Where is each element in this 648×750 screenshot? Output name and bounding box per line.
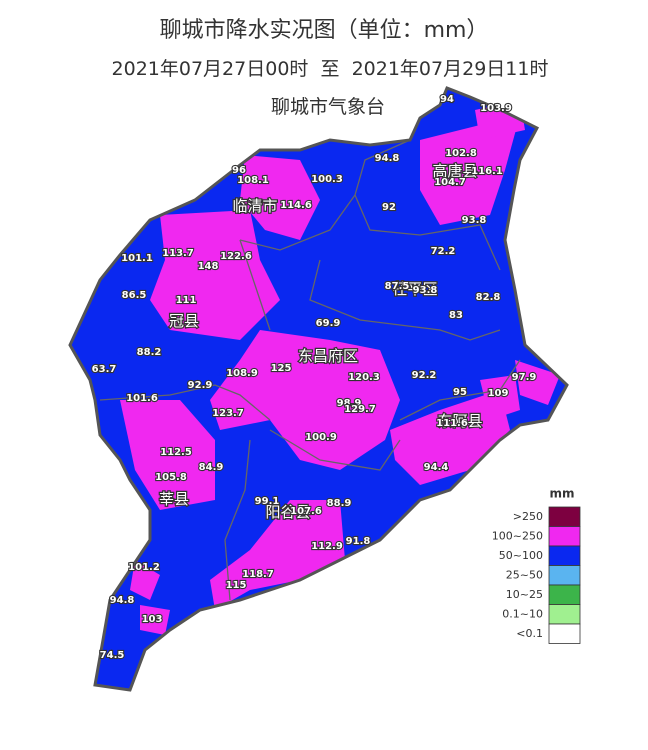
station-value: 101.6 (126, 393, 158, 404)
station-value: 83 (449, 310, 463, 321)
station-value: 63.7 (92, 364, 117, 375)
station-value: 91.8 (346, 536, 371, 547)
station-value: 92.2 (412, 370, 437, 381)
legend-label: 25~50 (506, 569, 543, 582)
legend-swatch (548, 565, 581, 586)
station-value: 105.8 (155, 472, 187, 483)
station-value: 129.7 (344, 404, 376, 415)
legend-swatch (548, 584, 581, 605)
station-value: 107.6 (290, 506, 322, 517)
legend-swatch (548, 623, 581, 644)
region-name: 临清市 (232, 197, 277, 215)
station-value: 97.9 (512, 372, 537, 383)
station-value: 87.5 (385, 281, 410, 292)
region-name: 东昌府区 (298, 347, 358, 365)
station-value: 120.3 (348, 372, 380, 383)
station-value: 94.8 (110, 595, 135, 606)
station-value: 109 (488, 388, 509, 399)
station-value: 125 (271, 363, 292, 374)
legend-swatch (548, 506, 581, 527)
station-value: 94.8 (375, 153, 400, 164)
station-value: 100.9 (305, 432, 337, 443)
station-value: 74.5 (100, 650, 125, 661)
legend-swatch (548, 545, 581, 566)
station-value: 118.7 (242, 569, 274, 580)
station-value: 88.2 (137, 347, 162, 358)
subtitle: 2021年07月27日00时 至 2021年07月29日11时 (112, 58, 549, 80)
station-value: 94.4 (424, 462, 449, 473)
station-value: 108.9 (226, 368, 258, 379)
station-value: 108.1 (237, 175, 269, 186)
legend-label: 10~25 (506, 588, 543, 601)
legend-label: >250 (513, 510, 543, 523)
station-value: 98.9 (337, 398, 362, 409)
region-name: 茌平区 (392, 280, 437, 298)
region-name: 高唐县 (432, 162, 477, 180)
region-name: 东阿县 (437, 412, 482, 430)
legend-swatch (548, 526, 581, 547)
legend-label: 50~100 (499, 549, 543, 562)
legend-label: <0.1 (516, 627, 543, 640)
station-value: 69.9 (316, 318, 341, 329)
station-value: 100.3 (311, 174, 343, 185)
station-value: 99.1 (255, 496, 280, 507)
legend-swatch (548, 604, 581, 625)
station-value: 96 (232, 165, 246, 176)
region-name: 莘县 (159, 490, 189, 508)
station-value: 101.2 (128, 562, 160, 573)
station-value: 103 (142, 614, 163, 625)
legend-title: mm (549, 487, 574, 501)
station-value: 94 (440, 94, 454, 105)
legend: mm >250 100~250 50~100 25~50 10~25 0.1~10 <0.1 (492, 487, 581, 644)
station-value: 115 (226, 580, 247, 591)
source: 聊城市气象台 (271, 96, 385, 118)
station-value: 112.9 (311, 541, 343, 552)
station-value: 92.9 (188, 380, 213, 391)
region-name: 阳谷县 (265, 503, 310, 521)
station-value: 111.6 (436, 418, 468, 429)
station-value: 93.8 (413, 285, 438, 296)
station-value: 72.2 (431, 246, 456, 257)
station-value: 86.5 (122, 290, 147, 301)
region-name: 冠县 (169, 312, 199, 330)
station-value: 103.9 (480, 103, 512, 114)
legend-label: 0.1~10 (502, 608, 543, 621)
station-value: 111 (176, 295, 197, 306)
legend-label: 100~250 (492, 530, 543, 543)
station-value: 116.1 (471, 166, 503, 177)
station-value: 101.1 (121, 253, 153, 264)
title: 聊城市降水实况图（单位：mm） (160, 18, 489, 43)
station-value: 88.9 (327, 498, 352, 509)
station-value: 82.8 (476, 292, 501, 303)
station-value: 92 (382, 202, 396, 213)
station-value: 114.6 (280, 200, 312, 211)
station-value: 84.9 (199, 462, 224, 473)
station-value: 148 (198, 261, 219, 272)
station-value: 123.7 (212, 408, 244, 419)
station-value: 104.7 (434, 177, 466, 188)
station-value: 113.7 (162, 248, 194, 259)
station-value: 93.8 (462, 215, 487, 226)
station-value: 122.6 (220, 251, 252, 262)
station-value: 112.5 (160, 447, 192, 458)
station-value: 95 (453, 387, 467, 398)
station-value: 102.8 (445, 148, 477, 159)
